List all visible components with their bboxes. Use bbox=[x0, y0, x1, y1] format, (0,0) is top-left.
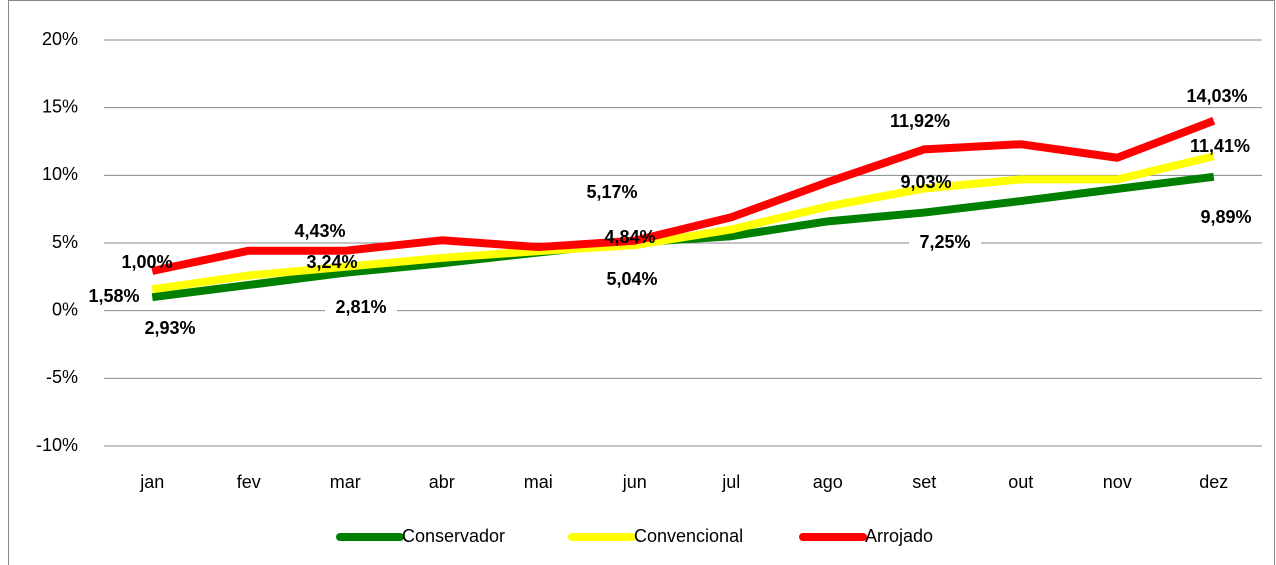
x-tick-label: abr bbox=[429, 472, 455, 492]
x-tick-label: mar bbox=[330, 472, 361, 492]
y-tick-label: 10% bbox=[42, 164, 78, 184]
x-tick-label: fev bbox=[237, 472, 261, 492]
x-tick-label: out bbox=[1008, 472, 1033, 492]
x-tick-label: set bbox=[912, 472, 936, 492]
x-tick-label: ago bbox=[813, 472, 843, 492]
y-tick-label: 5% bbox=[52, 232, 78, 252]
data-label: 9,89% bbox=[1200, 207, 1251, 227]
series-line bbox=[151, 117, 1216, 275]
data-label-bg bbox=[325, 297, 397, 319]
data-label: 3,24% bbox=[306, 252, 357, 272]
data-label: 4,43% bbox=[294, 221, 345, 241]
y-tick-label: 20% bbox=[42, 29, 78, 49]
data-label: 14,03% bbox=[1186, 86, 1247, 106]
y-tick-label: -10% bbox=[36, 435, 78, 455]
data-label: 4,84% bbox=[604, 227, 655, 247]
data-label: 7,25% bbox=[919, 232, 970, 252]
data-label: 5,17% bbox=[586, 182, 637, 202]
x-tick-label: jul bbox=[721, 472, 740, 492]
x-tick-label: nov bbox=[1103, 472, 1132, 492]
y-tick-label: -5% bbox=[46, 367, 78, 387]
y-tick-label: 15% bbox=[42, 96, 78, 116]
data-label: 2,81% bbox=[335, 297, 386, 317]
x-tick-label: dez bbox=[1199, 472, 1228, 492]
data-label: 2,93% bbox=[144, 318, 195, 338]
data-label: 5,04% bbox=[606, 269, 657, 289]
x-tick-label: jan bbox=[139, 472, 164, 492]
data-label: 1,00% bbox=[121, 252, 172, 272]
data-label: 1,58% bbox=[88, 286, 139, 306]
legend-label: Convencional bbox=[634, 526, 743, 546]
x-tick-label: mai bbox=[524, 472, 553, 492]
x-tick-label: jun bbox=[622, 472, 647, 492]
legend-label: Conservador bbox=[402, 526, 505, 546]
series-line bbox=[151, 152, 1215, 294]
legend-label: Arrojado bbox=[865, 526, 933, 546]
data-label: 11,41% bbox=[1190, 136, 1250, 156]
data-label: 9,03% bbox=[900, 172, 951, 192]
data-label: 11,92% bbox=[890, 111, 950, 131]
data-label-bg bbox=[909, 232, 981, 254]
chart-frame bbox=[8, 0, 1275, 565]
y-tick-label: 0% bbox=[52, 299, 78, 319]
